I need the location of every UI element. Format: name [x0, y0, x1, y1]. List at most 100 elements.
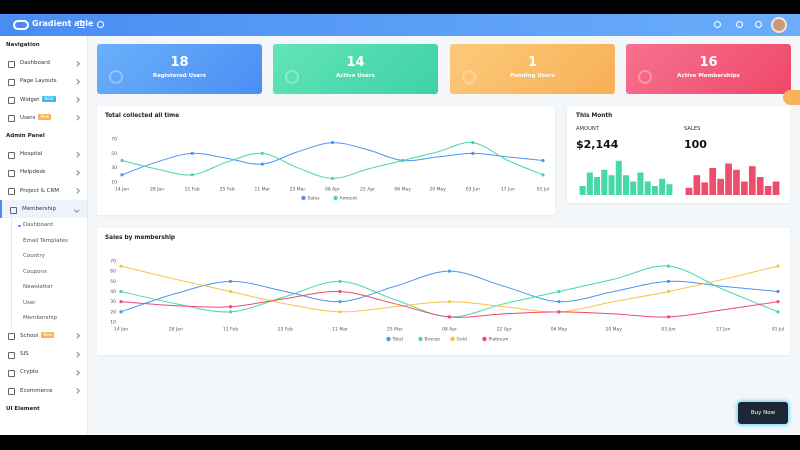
search-icon[interactable] — [97, 21, 104, 28]
nav-label: SIS — [20, 351, 29, 358]
nav-label: Crypto — [20, 369, 39, 376]
point — [120, 173, 124, 177]
point — [338, 279, 342, 283]
stat-value: 18 — [170, 55, 189, 70]
bar — [637, 172, 644, 195]
menu-toggle[interactable] — [78, 21, 85, 28]
legend-swatch — [482, 336, 487, 342]
chart: 10 20 30 40 50 60 70 14 Jan 28 Jan 11 Feb 25 Feb 11… — [110, 259, 784, 343]
sub-item[interactable]: User — [11, 295, 87, 312]
nav-item[interactable]: Dashboard — [0, 54, 87, 72]
amount-value: $2,144 — [576, 138, 619, 151]
bar — [701, 182, 709, 195]
sub-item[interactable]: Country — [11, 249, 87, 265]
point — [119, 300, 123, 304]
stat-value: 1 — [527, 55, 538, 70]
nav-item[interactable]: Widget NEW — [0, 91, 87, 109]
point — [776, 300, 780, 304]
legend-label: Sales — [308, 196, 321, 202]
y-tick-label: 30 — [110, 299, 116, 305]
stat-icon — [109, 70, 123, 84]
series-line — [121, 141, 544, 179]
nav-item[interactable]: Page Layouts — [0, 72, 87, 90]
y-tick-label: 60 — [110, 269, 116, 275]
point — [776, 310, 780, 314]
avatar[interactable] — [771, 17, 787, 33]
x-tick-label: 06 May — [394, 187, 411, 193]
nav-item[interactable]: Membership — [0, 200, 87, 219]
y-tick-label: 10 — [111, 180, 117, 186]
bar — [601, 169, 608, 195]
nav-item[interactable]: Ecommerce — [0, 382, 87, 400]
mail-icon[interactable] — [755, 21, 762, 28]
series-line — [121, 142, 544, 176]
bar — [764, 186, 772, 195]
legend-swatch — [301, 195, 306, 201]
point — [447, 315, 452, 319]
x-tick-label: 14 Jan — [114, 327, 128, 333]
stat-label: Active Users — [336, 73, 375, 79]
legend-label: Amount — [340, 196, 358, 202]
chart-card: Total collected all time 10 30 50 70 14 Jan 2… — [97, 106, 555, 215]
bar — [733, 169, 740, 195]
x-tick-label: 11 Feb — [223, 327, 238, 333]
x-tick-label: 03 Jun — [466, 187, 480, 193]
x-tick-label: 08 Apr — [325, 187, 340, 193]
legend-swatch — [450, 336, 455, 342]
x-tick-label: 25 Feb — [278, 327, 293, 333]
series-line — [120, 265, 779, 318]
nav-label: Helpdesk — [20, 169, 46, 176]
y-tick-label: 50 — [110, 279, 116, 285]
x-tick-label: 11 Feb — [185, 187, 200, 193]
series-line — [120, 265, 779, 313]
nav-item[interactable]: Users New — [0, 109, 87, 127]
brand: Gradient able — [32, 19, 94, 28]
bell-icon[interactable] — [736, 21, 743, 28]
sub-item[interactable]: Dashboard — [11, 218, 87, 234]
point — [338, 289, 342, 294]
sub-item[interactable]: Newsletter — [11, 280, 87, 296]
x-tick-label: 25 Feb — [220, 187, 235, 193]
sub-item[interactable]: Email Templates — [11, 233, 87, 250]
bar — [579, 186, 586, 195]
x-tick-label: 17 Jun — [716, 327, 730, 333]
nav-label: Hospital — [20, 151, 43, 158]
point — [260, 151, 264, 155]
series-line — [120, 290, 779, 318]
point — [228, 310, 233, 314]
buy-now-button[interactable]: Buy Now — [738, 402, 788, 424]
sub-item[interactable]: Coupons — [11, 264, 87, 281]
x-tick-label: 25 Mar — [290, 187, 306, 193]
point — [666, 279, 671, 283]
point — [666, 315, 671, 319]
nav-item[interactable]: Hospital — [0, 145, 87, 163]
bar — [685, 187, 693, 195]
nav-item[interactable]: School New — [0, 327, 87, 345]
stat-icon — [285, 70, 299, 84]
point — [557, 310, 561, 314]
amount-label: AMOUNT — [576, 126, 599, 132]
globe-icon[interactable] — [714, 21, 721, 28]
stat-icon — [638, 70, 652, 84]
x-tick-label: 28 Jan — [150, 187, 164, 193]
point — [541, 173, 545, 177]
nav-item[interactable]: Project & CRM — [0, 182, 87, 200]
point — [228, 279, 233, 283]
sub-item[interactable]: Membership — [11, 311, 87, 327]
point — [338, 300, 342, 304]
bar — [772, 181, 780, 195]
nav-item[interactable]: Crypto — [0, 363, 87, 381]
nav-item[interactable]: Helpdesk — [0, 163, 87, 181]
nav-label: School — [20, 332, 39, 339]
customizer-tab[interactable] — [783, 90, 800, 105]
bar — [741, 181, 748, 195]
sidebar: Navigation Dashboard Page Layouts Widget NEW… — [0, 36, 88, 435]
bar — [630, 181, 637, 195]
badge: NEW — [42, 96, 56, 103]
stat-card: 16 Active Memberships — [626, 44, 791, 94]
bar — [709, 168, 717, 195]
logo — [13, 20, 29, 30]
point — [447, 269, 452, 273]
nav-label: Users — [20, 114, 36, 121]
nav-item[interactable]: SIS — [0, 345, 87, 363]
